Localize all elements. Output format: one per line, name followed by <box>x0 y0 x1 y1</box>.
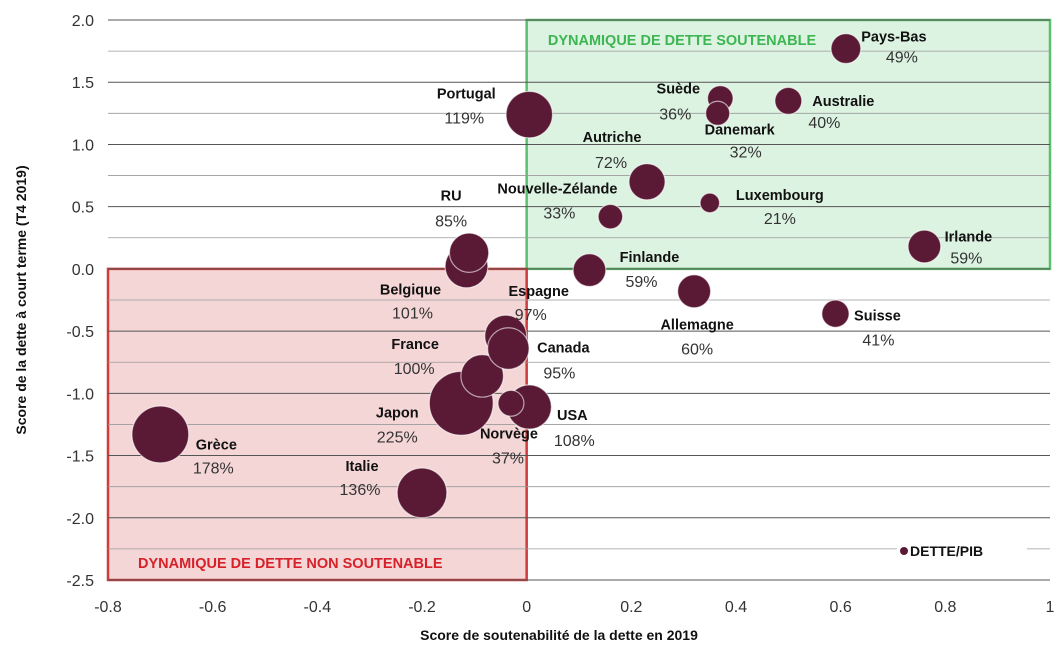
label-name-autriche: Autriche <box>583 130 642 146</box>
x-tick-label: -0.4 <box>304 599 332 616</box>
label-value-japon: 225% <box>377 429 418 446</box>
label-value-ru: 85% <box>435 214 467 231</box>
label-name-suède: Suède <box>657 81 701 97</box>
label-name-finlande: Finlande <box>620 250 680 266</box>
bubble-ru <box>448 232 490 273</box>
point-labels-layer: Pays-Bas 49% Suède 36% Australie 40% Danemark 3… <box>193 30 992 499</box>
label-name-irlande: Irlande <box>945 229 993 245</box>
label-name-belgique: Belgique <box>380 282 441 298</box>
x-tick-label: 0.6 <box>830 599 852 616</box>
bubble-italie <box>396 467 448 519</box>
label-value-australie: 40% <box>808 115 840 132</box>
y-axis-title: Score de la dette à court terme (T4 2019… <box>13 165 29 434</box>
bubbles-layer <box>131 33 942 519</box>
x-tick-label: 1 <box>1046 599 1055 616</box>
y-tick-label: 1.5 <box>72 75 94 92</box>
label-value-grèce: 178% <box>193 460 234 477</box>
zone-label-0: DYNAMIQUE DE DETTE SOUTENABLE <box>548 33 817 49</box>
bubble-finlande <box>572 253 607 288</box>
bubble-grèce <box>131 405 190 464</box>
label-value-luxembourg: 21% <box>764 211 796 228</box>
y-tick-label: 0.0 <box>72 262 94 279</box>
label-name-nouvelle-zélande: Nouvelle-Zélande <box>497 182 617 198</box>
x-tick-label: 0 <box>522 599 531 616</box>
legend-background <box>897 540 1027 562</box>
label-name-canada: Canada <box>537 341 590 357</box>
label-value-italie: 136% <box>340 482 381 499</box>
x-tick-label: 0.2 <box>620 599 642 616</box>
label-value-portugal: 119% <box>444 111 484 128</box>
label-value-usa: 108% <box>554 433 595 450</box>
label-name-portugal: Portugal <box>437 87 496 103</box>
x-tick-label: -0.2 <box>408 599 436 616</box>
label-name-espagne: Espagne <box>509 284 569 300</box>
bubble-irlande <box>907 229 942 264</box>
x-tick-label: -0.8 <box>94 599 122 616</box>
label-name-france: France <box>391 337 439 353</box>
label-value-pays-bas: 49% <box>886 50 918 67</box>
bubble-nouvelle-zélande <box>597 203 624 230</box>
label-value-suisse: 41% <box>862 333 894 350</box>
label-value-canada: 95% <box>543 366 575 383</box>
y-tick-label: -0.5 <box>66 324 94 341</box>
bubble-pays-bas <box>830 33 862 65</box>
bubble-danemark <box>705 100 731 126</box>
label-value-espagne: 97% <box>515 307 547 324</box>
label-name-grèce: Grèce <box>196 437 237 453</box>
label-name-ru: RU <box>441 189 462 205</box>
y-tick-label: -1.0 <box>66 386 94 403</box>
label-value-allemagne: 60% <box>681 341 713 358</box>
label-name-japon: Japon <box>376 405 419 421</box>
x-tick-label: -0.6 <box>199 599 227 616</box>
bubble-australie <box>774 86 803 115</box>
label-value-belgique: 101% <box>392 305 433 322</box>
label-value-nouvelle-zélande: 33% <box>543 206 575 223</box>
label-value-suède: 36% <box>659 106 691 123</box>
label-name-allemagne: Allemagne <box>660 317 733 333</box>
x-tick-label: 0.4 <box>725 599 747 616</box>
bubble-autriche <box>628 163 666 201</box>
x-tick-label: 0.8 <box>934 599 956 616</box>
legend-label: DETTE/PIB <box>910 543 983 559</box>
label-name-italie: Italie <box>345 459 378 475</box>
label-value-norvège: 37% <box>492 450 524 467</box>
label-name-danemark: Danemark <box>705 122 776 138</box>
y-tick-label: 1.0 <box>72 137 94 154</box>
label-value-autriche: 72% <box>595 155 627 172</box>
bubble-norvège <box>497 389 525 417</box>
bubble-luxembourg <box>699 192 721 214</box>
label-name-usa: USA <box>557 408 588 424</box>
bubble-canada <box>486 327 530 370</box>
y-tick-label: -1.5 <box>66 449 94 466</box>
label-name-luxembourg: Luxembourg <box>736 188 824 204</box>
bubble-portugal <box>505 90 554 139</box>
label-value-france: 100% <box>394 361 435 378</box>
legend-marker <box>900 547 908 555</box>
y-tick-label: 2.0 <box>72 13 94 30</box>
label-value-finlande: 59% <box>625 274 657 291</box>
label-value-danemark: 32% <box>730 144 762 161</box>
label-name-australie: Australie <box>812 94 874 110</box>
legend: DETTE/PIB <box>897 540 1027 562</box>
y-tick-label: 0.5 <box>72 200 94 217</box>
label-name-norvège: Norvège <box>480 426 538 442</box>
y-tick-label: -2.5 <box>66 573 94 590</box>
x-axis-title: Score de soutenabilité de la dette en 20… <box>420 627 698 643</box>
label-value-irlande: 59% <box>950 250 982 267</box>
gridlines <box>108 19 1050 581</box>
label-name-pays-bas: Pays-Bas <box>861 30 926 46</box>
bubble-suisse <box>821 299 850 328</box>
label-name-suisse: Suisse <box>854 309 901 325</box>
bubble-allemagne <box>677 274 712 309</box>
zone-label-1: DYNAMIQUE DE DETTE NON SOUTENABLE <box>138 556 443 572</box>
y-tick-label: -2.0 <box>66 511 94 528</box>
bubble-france <box>460 354 505 398</box>
axis-ticks: 2.0 1.5 1.0 0.5 0.0 -0.5 -1.0 -1.5 -2.0 -2.5-0.8 -… <box>66 13 1054 616</box>
